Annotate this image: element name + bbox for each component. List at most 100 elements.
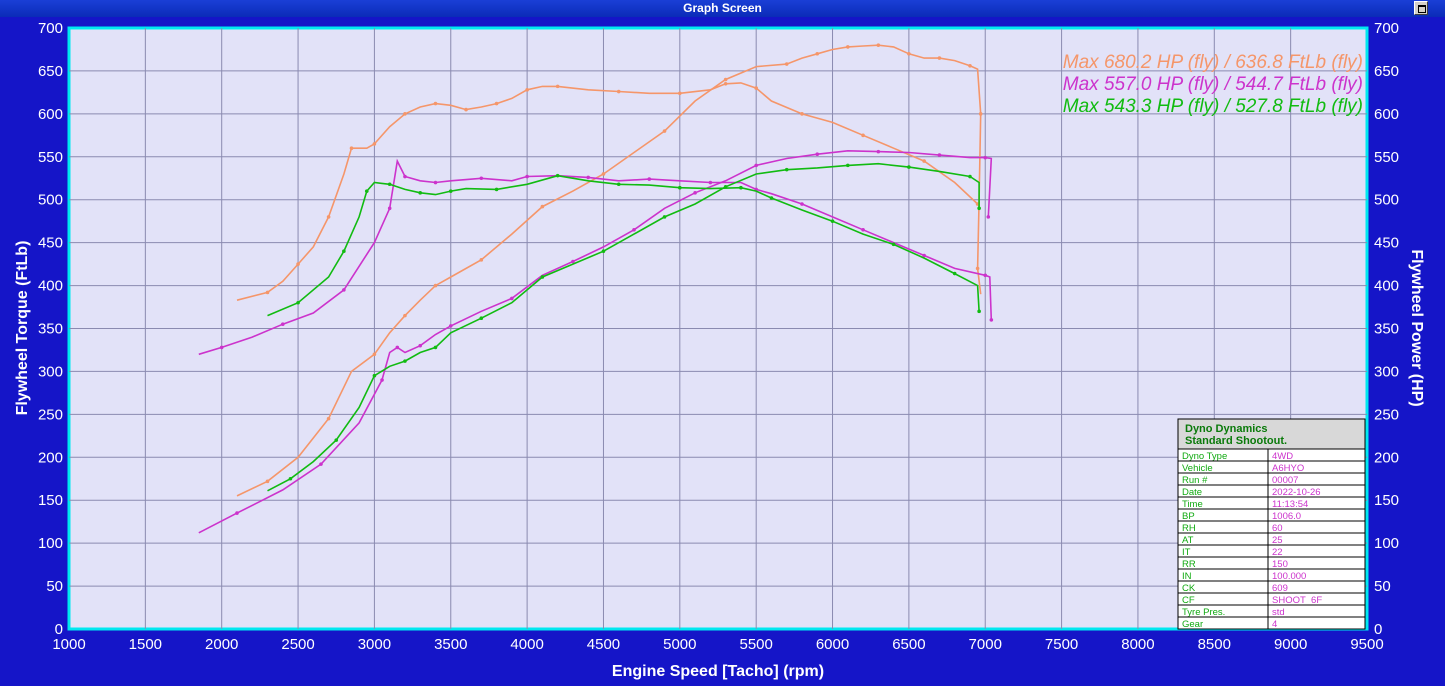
data-point	[891, 242, 896, 247]
data-point	[937, 153, 942, 157]
y-left-tick-label: 50	[46, 578, 63, 595]
legend-entry: Max 543.3 HP (fly) / 527.8 FtLb (fly)	[1063, 96, 1363, 117]
data-point	[723, 77, 728, 82]
y-right-tick-label: 150	[1374, 492, 1399, 509]
data-point	[975, 266, 980, 271]
x-axis-label: Engine Speed [Tacho] (rpm)	[612, 663, 824, 680]
data-point	[983, 155, 988, 160]
info-title-line2: Standard Shootout.	[1185, 435, 1287, 447]
x-tick-label: 6500	[892, 636, 925, 653]
data-point	[464, 107, 468, 112]
data-point	[723, 82, 728, 86]
y-left-tick-label: 450	[38, 235, 63, 252]
data-point	[647, 177, 652, 181]
info-key: Gear	[1182, 619, 1203, 630]
info-value: 25	[1272, 535, 1283, 546]
data-point	[372, 373, 377, 378]
data-point	[219, 345, 224, 350]
data-point	[395, 345, 400, 350]
x-tick-label: 9000	[1274, 636, 1307, 653]
data-point	[372, 142, 377, 146]
y-left-tick-labels: 0 50 100 150 200 250 300 350 400 450 500 550 600 650 7…	[38, 20, 63, 638]
data-point	[978, 112, 983, 116]
grid-lines	[69, 28, 1367, 629]
y-left-tick-label: 500	[38, 192, 63, 209]
info-key: CK	[1182, 583, 1196, 594]
data-point	[769, 196, 774, 200]
data-point	[448, 189, 453, 193]
x-tick-label: 4000	[510, 636, 543, 653]
data-point	[265, 290, 270, 295]
data-point	[387, 182, 392, 187]
info-value: 4	[1272, 619, 1277, 630]
info-key: Tyre Pres.	[1182, 607, 1225, 618]
x-tick-label: 5500	[739, 636, 772, 653]
x-tick-label: 1000	[52, 636, 85, 653]
info-row	[1177, 616, 1366, 630]
data-point	[364, 189, 369, 193]
y-right-tick-label: 350	[1374, 321, 1399, 338]
info-key: IT	[1182, 547, 1191, 558]
data-point	[494, 187, 499, 192]
y-right-tick-label: 400	[1374, 278, 1399, 295]
data-point	[876, 149, 881, 154]
info-key: BP	[1182, 511, 1195, 522]
data-point	[387, 206, 392, 211]
data-point	[922, 159, 926, 163]
x-tick-label: 6000	[816, 636, 849, 653]
x-tick-labels: 1000 1500 2000 2500 3000 3500 4000 4500 5000 5500…	[52, 636, 1383, 653]
legend-max-label: Max	[1063, 96, 1104, 117]
data-point	[342, 249, 346, 254]
series-line-torque	[267, 174, 980, 317]
info-title-line1: Dyno Dynamics	[1185, 423, 1268, 435]
data-point	[433, 101, 438, 106]
data-point	[288, 476, 293, 481]
x-tick-label: 9500	[1350, 636, 1383, 653]
data-point	[571, 259, 575, 264]
legend-entry: Max 557.0 HP (fly) / 544.7 FtLb (fly)	[1063, 74, 1363, 95]
info-value: 1006.0	[1272, 511, 1301, 522]
y-right-tick-label: 650	[1374, 63, 1399, 80]
data-point	[525, 174, 529, 179]
y-right-tick-label: 50	[1374, 578, 1391, 595]
data-point	[784, 62, 789, 66]
legend-max-label: Max	[1063, 74, 1104, 95]
data-point	[433, 283, 438, 288]
data-point	[616, 89, 621, 94]
x-tick-label: 7000	[969, 636, 1002, 653]
data-point	[815, 152, 820, 157]
data-point	[678, 91, 682, 96]
legend: Max 680.2 HP (fly) / 636.8 FtLb (fly)Max…	[1063, 52, 1363, 117]
data-point	[403, 359, 407, 363]
data-point	[418, 191, 423, 195]
data-point	[601, 249, 606, 254]
data-point	[448, 324, 453, 328]
data-point	[494, 101, 499, 106]
y-left-tick-label: 0	[55, 621, 63, 638]
y-left-tick-label: 600	[38, 106, 63, 123]
x-tick-label: 5000	[663, 636, 696, 653]
x-tick-label: 8000	[1121, 636, 1154, 653]
data-point	[754, 163, 758, 168]
legend-max-label: Max	[1063, 52, 1104, 73]
data-point	[662, 129, 667, 133]
legend-entry: Max 680.2 HP (fly) / 636.8 FtLb (fly)	[1063, 52, 1363, 73]
data-point	[326, 215, 331, 219]
data-point	[326, 416, 331, 421]
info-key: Run #	[1182, 475, 1208, 486]
data-point	[678, 185, 682, 190]
y-left-tick-label: 400	[38, 278, 63, 295]
data-point	[977, 206, 981, 211]
maximize-icon[interactable]	[1414, 1, 1428, 15]
x-tick-label: 4500	[587, 636, 620, 653]
y-left-tick-label: 550	[38, 149, 63, 166]
y-axis-label-right: Flywheel Power (HP)	[1408, 249, 1425, 406]
dyno-chart: 1000 1500 2000 2500 3000 3500 4000 4500 5000 5500…	[14, 20, 1425, 680]
info-value: 2022-10-26	[1272, 487, 1321, 498]
info-value: 60	[1272, 523, 1283, 534]
y-right-tick-label: 600	[1374, 106, 1399, 123]
data-point	[510, 296, 514, 301]
data-point	[616, 182, 621, 187]
data-point	[800, 202, 804, 206]
